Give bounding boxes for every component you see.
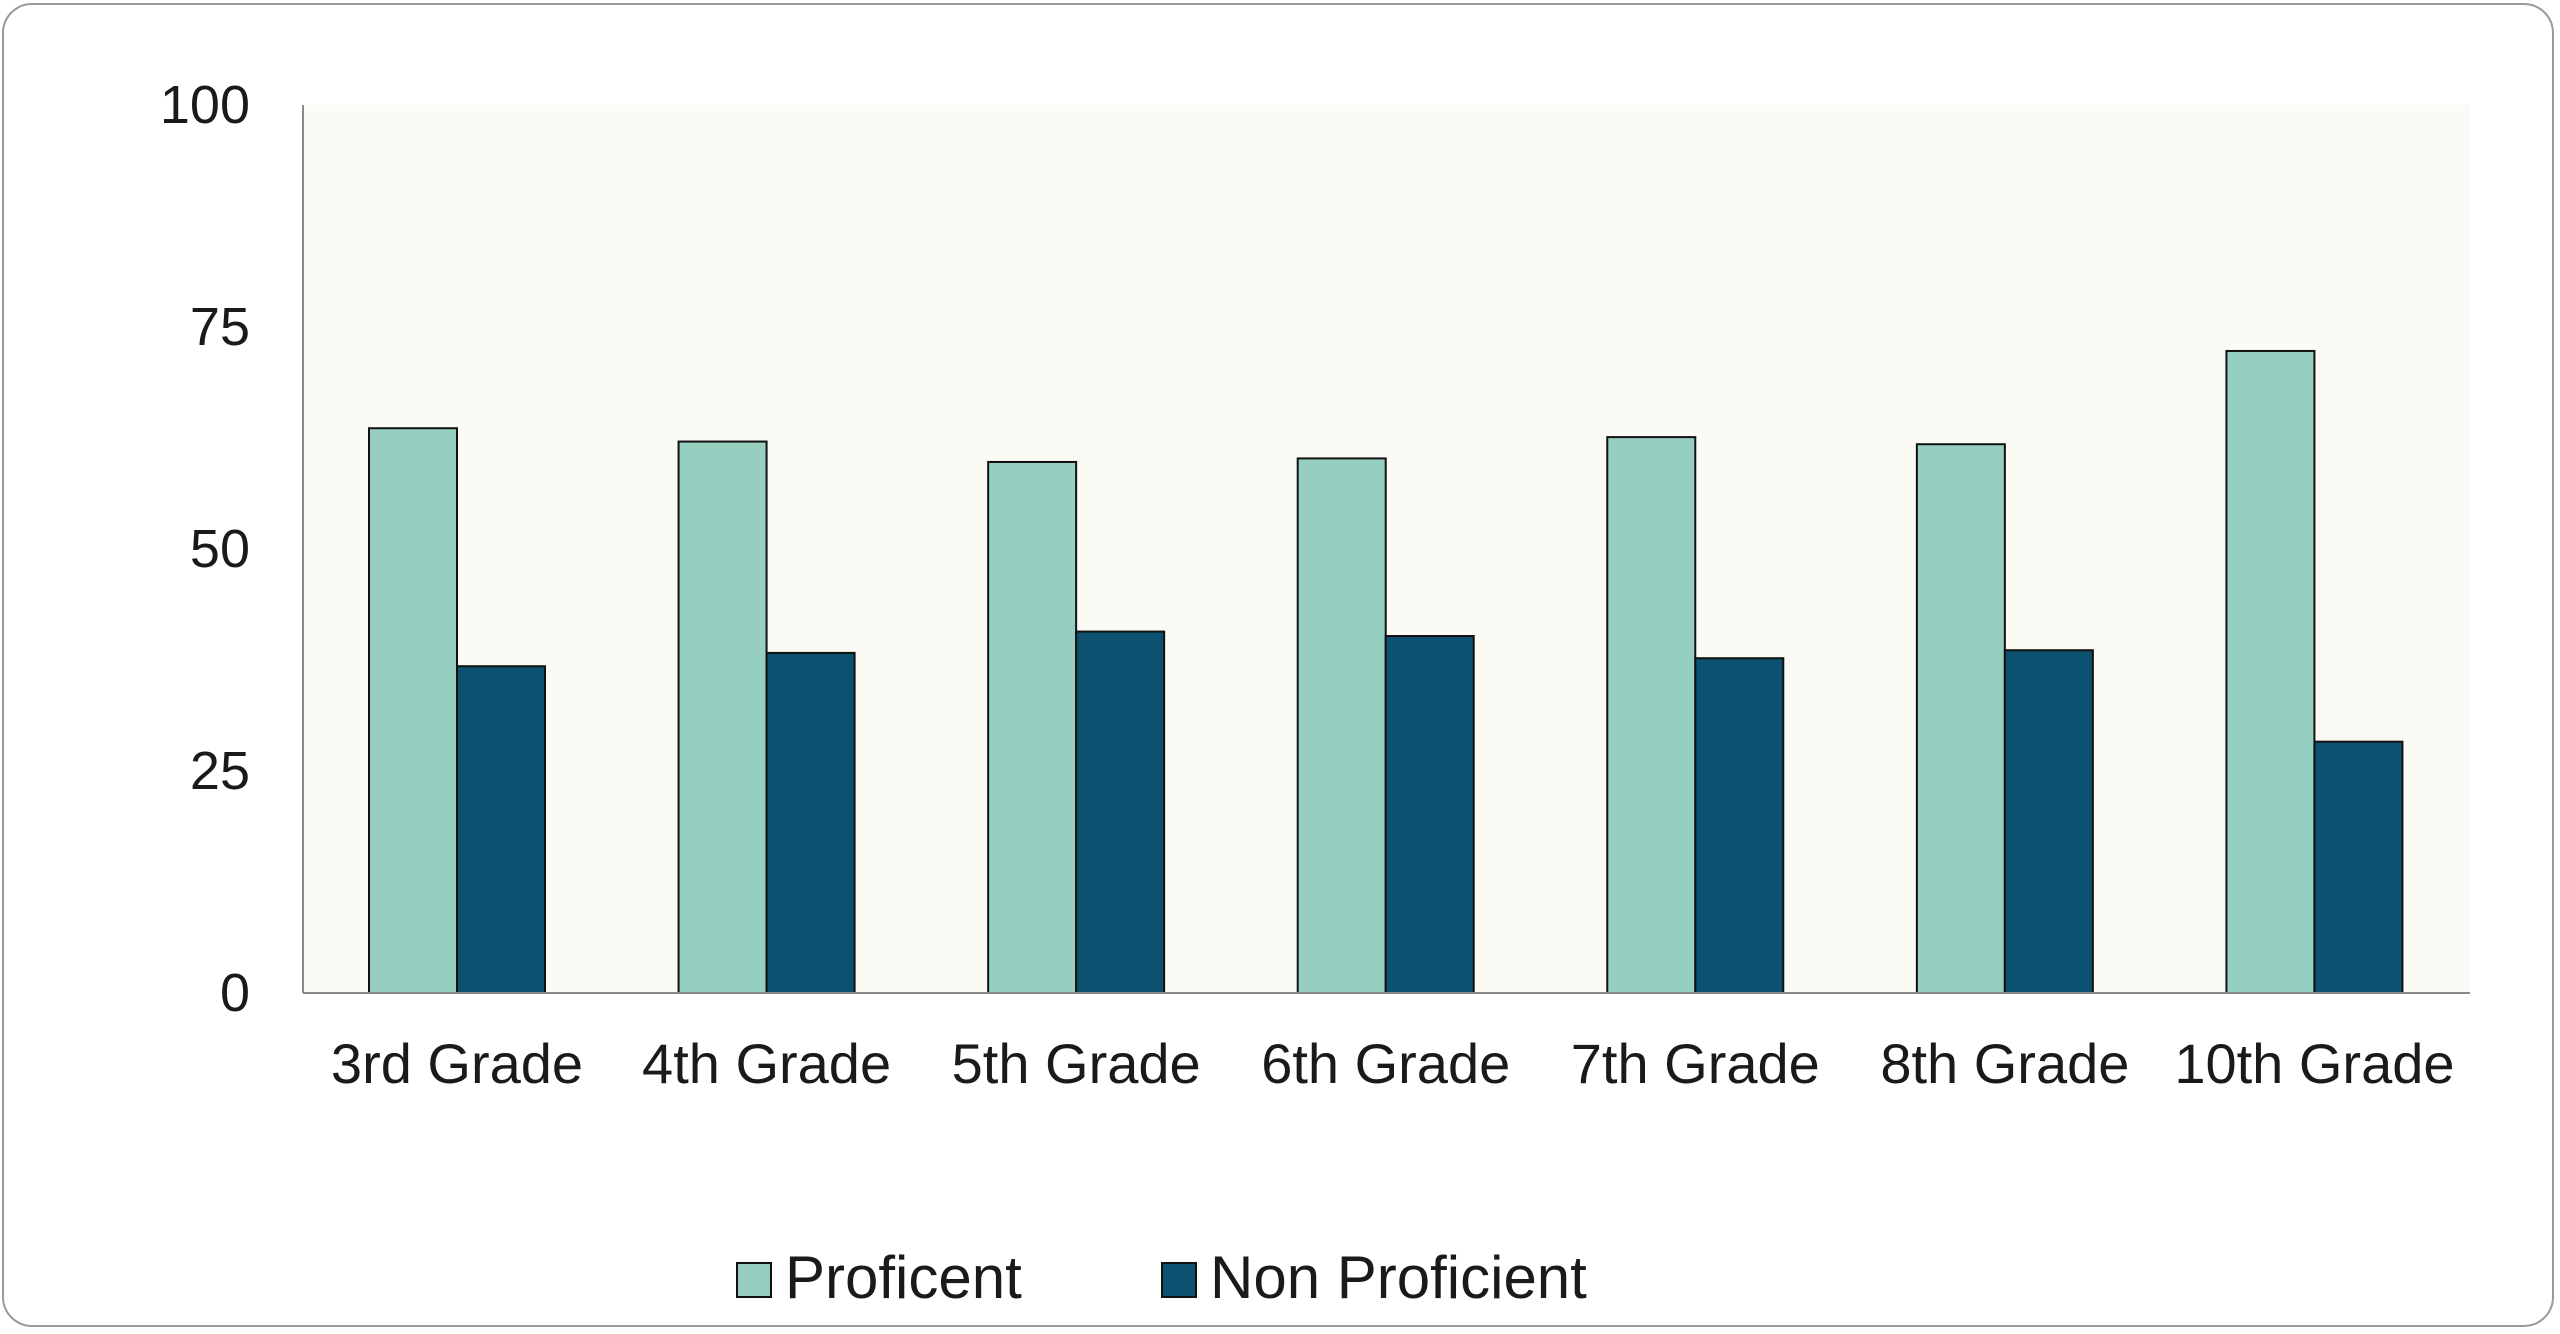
y-tick-label: 75 (190, 297, 250, 357)
legend-swatch-proficent (736, 1262, 772, 1298)
bar-non-proficient-7th-grade (1694, 657, 1785, 994)
y-tick-label: 50 (190, 519, 250, 579)
x-tick-label: 10th Grade (2174, 1032, 2454, 1095)
bar-proficent-7th-grade (1606, 436, 1697, 994)
legend: Proficent Non Proficient (736, 1244, 1587, 1311)
legend-label-proficent: Proficent (785, 1244, 1022, 1311)
legend-label-non-proficient: Non Proficient (1210, 1244, 1587, 1311)
bar-non-proficient-3rd-grade (456, 665, 546, 994)
x-tick-label: 8th Grade (1880, 1032, 2129, 1095)
x-tick-label: 6th Grade (1261, 1032, 1510, 1095)
y-tick-labels: 0 25 50 75 100 (160, 75, 250, 1023)
legend-swatch-non-proficient (1161, 1262, 1197, 1298)
bar-non-proficient-10th-grade (2313, 740, 2404, 994)
y-tick-label: 100 (160, 75, 250, 135)
x-tick-label: 7th Grade (1571, 1032, 1820, 1095)
bar-proficent-8th-grade (1915, 443, 2006, 994)
x-tick-label: 5th Grade (952, 1032, 1201, 1095)
bar-proficent-5th-grade (987, 460, 1078, 994)
bar-proficent-4th-grade (677, 440, 768, 994)
bar-non-proficient-8th-grade (2003, 649, 2094, 994)
bar-non-proficient-6th-grade (1384, 635, 1475, 994)
bars-group (368, 349, 2404, 994)
bar-proficent-3rd-grade (368, 427, 458, 994)
y-tick-label: 0 (220, 963, 250, 1023)
bar-non-proficient-5th-grade (1075, 630, 1166, 994)
bar-proficent-10th-grade (2225, 349, 2316, 994)
x-tick-label: 3rd Grade (331, 1032, 583, 1095)
bar-non-proficient-4th-grade (765, 651, 856, 994)
x-tick-labels: 3rd Grade 4th Grade 5th Grade 6th Grade 7th … (331, 1032, 2455, 1095)
bar-proficent-6th-grade (1296, 457, 1387, 994)
x-tick-label: 4th Grade (642, 1032, 891, 1095)
y-tick-label: 25 (190, 741, 250, 801)
